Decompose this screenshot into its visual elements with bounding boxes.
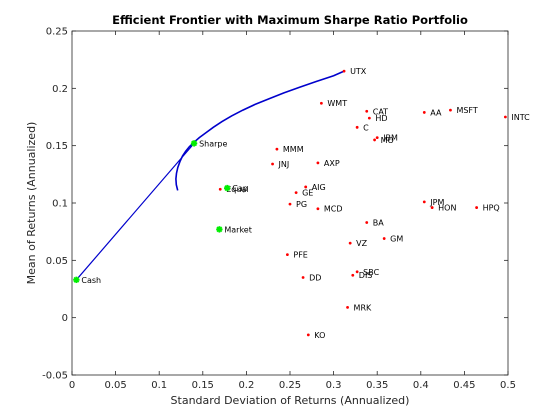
y-tick-label: -0.05 [42, 371, 68, 382]
y-tick-label: 0.2 [52, 84, 68, 95]
portfolio-point [216, 226, 223, 233]
asset-label: MMM [283, 145, 304, 154]
asset-point [365, 221, 369, 224]
x-axis-label: Standard Deviation of Returns (Annualize… [171, 394, 410, 407]
x-tick-label: 0.35 [366, 380, 388, 391]
x-tick-label: 0.45 [453, 380, 475, 391]
plot-area: 0 0.05 0.1 0.15 0.2 0.25 0.3 0.35 0.4 0.45 0.5 -0.0… [42, 27, 530, 392]
asset-label: GE [302, 189, 313, 198]
portfolio-marker-stroke [73, 276, 80, 283]
asset-point [503, 115, 507, 119]
asset-label: KO [314, 331, 325, 340]
asset-point [346, 305, 349, 309]
portfolio-marker-stroke [191, 140, 198, 147]
x-tick-label: 0.5 [500, 380, 516, 391]
asset-point [365, 109, 369, 113]
portfolio-label: Market [224, 225, 252, 234]
asset-label: MSFT [456, 106, 477, 115]
capital-market-line [75, 142, 195, 281]
asset-point [342, 69, 346, 73]
asset-point [367, 116, 371, 120]
x-tick-label: 0.15 [192, 380, 214, 391]
x-tick-label: 0.25 [279, 380, 301, 391]
asset-label: MO [381, 136, 394, 145]
portfolio-label: Sharpe [199, 139, 227, 148]
asset-point [355, 125, 359, 129]
asset-point [285, 253, 289, 256]
asset-label: HD [375, 114, 387, 123]
portfolio-point [224, 184, 231, 192]
asset-point [319, 101, 323, 105]
asset-label: PG [296, 200, 307, 209]
asset-point [304, 185, 308, 189]
asset-point [351, 273, 355, 277]
x-tick-label: 0.4 [413, 380, 429, 391]
asset-label: BA [373, 218, 384, 227]
asset-label: C [363, 123, 369, 132]
asset-point [422, 200, 426, 204]
portfolio-point [73, 276, 80, 284]
asset-label: PFE [293, 251, 307, 260]
asset-point [316, 207, 320, 211]
asset-point [288, 202, 292, 206]
asset-label: VZ [356, 239, 367, 248]
asset-point [449, 108, 452, 112]
asset-label: HON [438, 204, 456, 213]
asset-point [275, 147, 279, 151]
asset-label: GM [390, 235, 403, 244]
x-tick-label: 0 [69, 380, 75, 391]
asset-point [218, 187, 222, 191]
asset-point [422, 111, 426, 114]
portfolio-marker-stroke [216, 226, 223, 233]
asset-point [430, 206, 434, 209]
asset-label: Equal [226, 185, 248, 194]
asset-point [475, 206, 479, 209]
asset-point [382, 237, 386, 240]
asset-label: INTC [511, 113, 530, 122]
asset-label: DIS [359, 271, 373, 280]
asset-point [306, 333, 310, 337]
y-tick-label: 0.1 [52, 199, 68, 210]
asset-point [294, 191, 298, 195]
asset-label: JNJ [278, 160, 290, 169]
asset-label: WMT [327, 99, 347, 108]
asset-label: MCD [324, 205, 343, 214]
y-tick-label: 0.05 [46, 256, 68, 267]
asset-label: MRK [354, 303, 372, 312]
asset-point [348, 241, 352, 245]
chart-title: Efficient Frontier with Maximum Sharpe R… [112, 13, 468, 27]
asset-point [373, 138, 376, 142]
portfolio-label: Cap [232, 184, 248, 193]
y-tick-label: 0 [62, 313, 68, 324]
x-tick-label: 0.1 [151, 380, 167, 391]
asset-label: AXP [324, 159, 340, 168]
asset-label: SBC [363, 268, 379, 277]
asset-label: DD [309, 274, 321, 283]
y-tick-label: 0.15 [46, 141, 68, 152]
asset-label: UTX [350, 67, 367, 76]
x-tick-label: 0.2 [238, 380, 254, 391]
asset-label: HPQ [483, 204, 500, 213]
asset-point [301, 276, 305, 279]
x-tick-label: 0.05 [104, 380, 126, 391]
y-axis-label: Mean of Returns (Annualized) [25, 122, 38, 285]
efficient-frontier-line [175, 70, 345, 191]
portfolio-label: Cash [81, 276, 101, 285]
asset-point [375, 136, 379, 140]
asset-label: IBM [383, 134, 398, 143]
x-tick-label: 0.3 [326, 380, 342, 391]
asset-label: AA [430, 108, 442, 117]
asset-point [271, 162, 274, 166]
portfolio-point [190, 140, 198, 147]
portfolio-marker-stroke [224, 185, 231, 192]
asset-label: AIG [312, 183, 326, 192]
asset-point [316, 161, 320, 165]
asset-label: JPM [429, 198, 444, 207]
asset-point [355, 270, 359, 274]
asset-label: CAT [373, 107, 388, 116]
y-tick-label: 0.25 [46, 27, 68, 38]
